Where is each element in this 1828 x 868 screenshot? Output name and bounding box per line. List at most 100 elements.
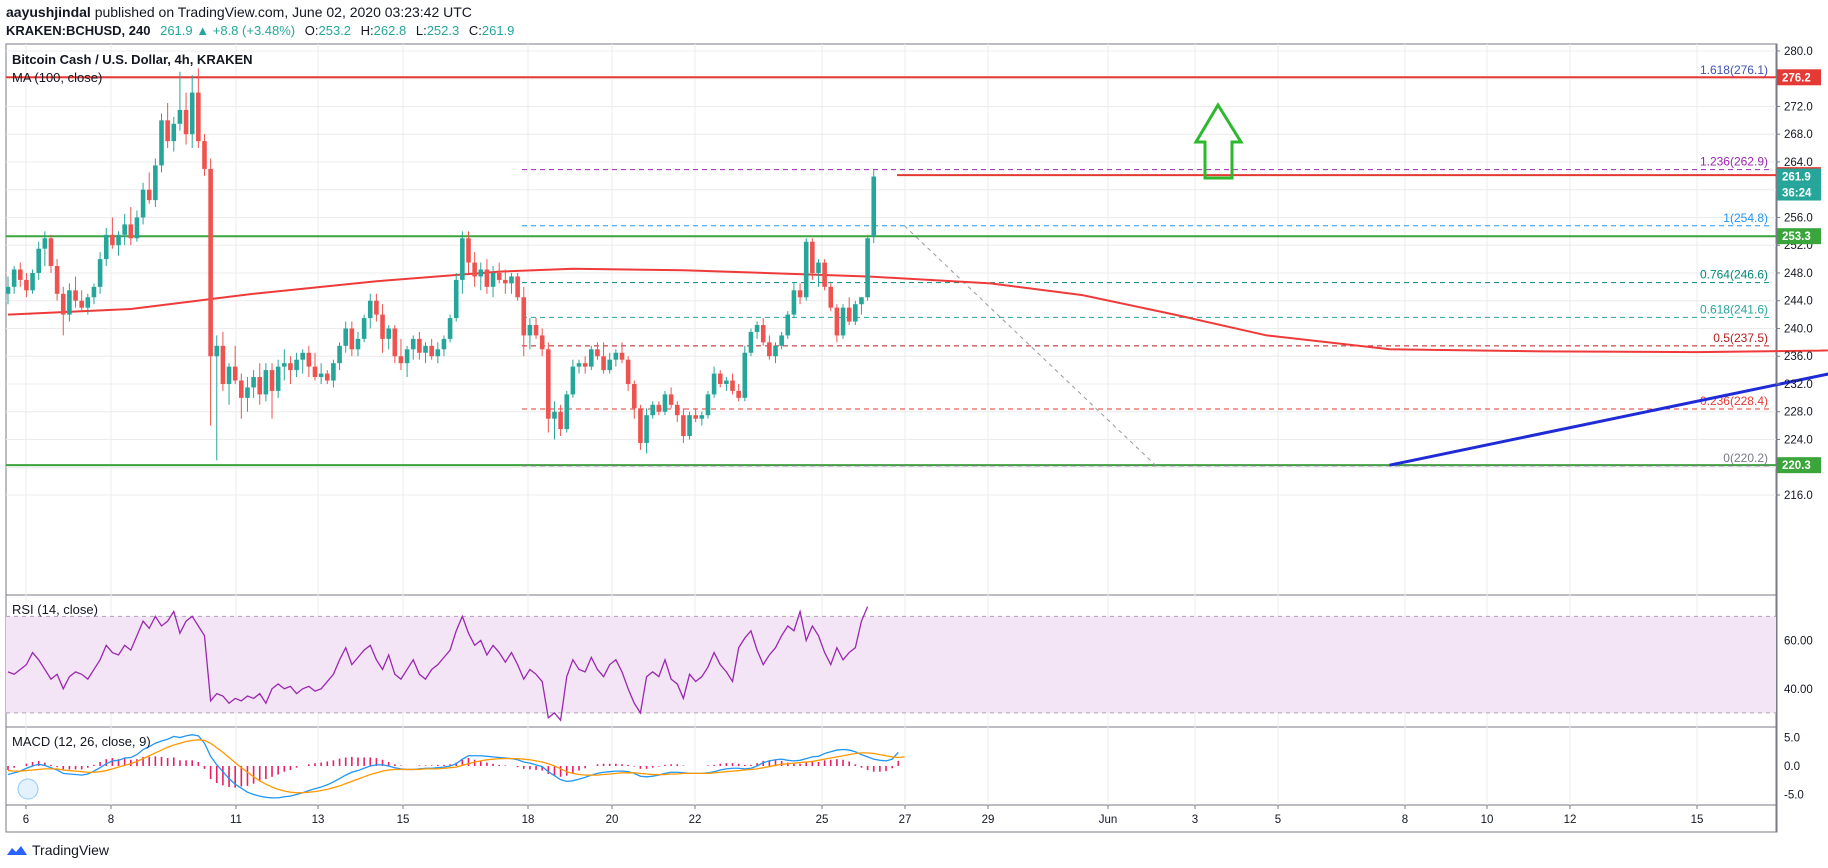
candle-body	[521, 297, 527, 336]
candle-body	[674, 404, 680, 416]
low-value: 252.3	[426, 23, 460, 38]
candle-body	[717, 373, 723, 384]
rsi-band	[6, 615, 1776, 714]
candle-body	[748, 331, 754, 353]
candle-body	[834, 307, 840, 336]
symbol-name: KRAKEN:BCHUSD, 240	[6, 23, 151, 38]
time-tick-label: 10	[1481, 814, 1494, 826]
candle-body	[810, 241, 815, 273]
tradingview-footer[interactable]: TradingView	[6, 842, 109, 858]
open-label: O:	[304, 23, 319, 38]
price-tick-label: 272.0	[1784, 101, 1813, 113]
countdown-label: 36:24	[1782, 188, 1812, 200]
tradingview-logo-icon	[7, 846, 27, 856]
time-tick-label: 25	[816, 814, 829, 826]
candle-body	[613, 352, 619, 360]
candle-body	[300, 352, 306, 360]
time-tick-label: 13	[312, 814, 325, 826]
price-axis[interactable]: 216.0220.0224.0228.0232.0236.0240.0244.0…	[1776, 46, 1813, 802]
price-tick-label: 224.0	[1784, 434, 1813, 446]
candle-body	[361, 318, 367, 339]
tag-276-bg	[1777, 69, 1821, 86]
candle-body	[196, 92, 201, 142]
candle-body	[650, 404, 655, 416]
candle-body	[275, 366, 281, 391]
candle-body	[226, 366, 232, 384]
candle-body	[631, 383, 637, 409]
candle-body	[85, 297, 91, 308]
high-value: 262.8	[373, 23, 407, 38]
close-value: 261.9	[481, 23, 515, 38]
candle-body	[466, 238, 471, 263]
candle-body	[693, 415, 698, 419]
candle-body	[785, 314, 791, 336]
fib-label-0: 1.618(276.1)	[1700, 63, 1768, 77]
time-tick-label: 27	[899, 814, 912, 826]
candle-body	[429, 345, 434, 357]
candle-body	[11, 269, 17, 287]
candle-body	[447, 318, 453, 339]
time-axis[interactable]: 6 8 11 13 15 18 20 22 25 27 29 Jun 3 5 8 10 12 15	[23, 805, 1704, 826]
fibonacci-retracement[interactable]: 1.618(276.1) 1.236(262.9) 1(254.8) 0.764(24…	[522, 63, 1770, 467]
up-arrow-icon[interactable]	[1193, 102, 1244, 180]
candle-body	[153, 165, 158, 201]
candle-body	[134, 217, 140, 239]
candle-body	[724, 380, 729, 384]
candle-body	[208, 168, 213, 357]
candle-body	[779, 335, 784, 346]
candle-body	[662, 394, 668, 412]
price-change: ▲ +8.8 (+3.48%)	[196, 23, 296, 38]
candle-body	[263, 370, 269, 395]
candle-body	[589, 349, 594, 367]
candle-body	[73, 290, 78, 301]
fib-label-7: 0(220.2)	[1723, 451, 1768, 465]
candle-body	[404, 349, 410, 364]
macd-legend: MACD (12, 26, close, 9)	[12, 734, 151, 749]
candle-body	[638, 408, 643, 443]
fib-label-2: 1(254.8)	[1723, 211, 1768, 225]
candle-body	[515, 276, 520, 298]
candle-body	[331, 363, 336, 381]
candle-body	[742, 352, 748, 398]
candle-body	[146, 189, 152, 201]
horizontal-levels[interactable]	[6, 76, 1776, 467]
tag-220-bg	[1777, 457, 1821, 474]
candle-body	[840, 307, 846, 336]
candle-body	[140, 189, 146, 218]
scroll-icon	[17, 778, 39, 800]
candle-body	[472, 262, 477, 277]
candle-body	[54, 266, 60, 294]
price-tick-label: 244.0	[1784, 296, 1813, 308]
tag-last: 261.9	[1782, 172, 1811, 184]
author-name[interactable]: aayushjindal	[6, 4, 91, 20]
candle-body	[17, 269, 23, 280]
ma-100-line	[7, 267, 1828, 354]
close-label: C:	[468, 23, 482, 38]
candle-body	[859, 297, 864, 305]
candle-body	[576, 363, 582, 367]
ma-100-path	[7, 267, 1828, 354]
candle-body	[533, 325, 539, 336]
candle-body	[79, 300, 84, 308]
candle-body	[159, 120, 164, 166]
time-tick-label: 20	[606, 814, 619, 826]
candle-body	[527, 325, 533, 336]
fib-label-3: 0.764(246.6)	[1700, 268, 1768, 282]
candle-body	[392, 328, 398, 357]
signal-line	[7, 739, 905, 794]
candle-body	[128, 224, 134, 239]
candle-body	[760, 325, 766, 343]
candle-body	[30, 272, 35, 291]
fib-label-6: 0.236(228.4)	[1700, 394, 1768, 408]
candle-body	[552, 411, 557, 419]
candle-body	[306, 352, 312, 367]
time-tick-label: 15	[1691, 814, 1704, 826]
candle-body	[509, 276, 514, 284]
chart-legend-title: Bitcoin Cash / U.S. Dollar, 4h, KRAKEN	[12, 52, 253, 67]
candle-body	[767, 342, 772, 357]
candle-body	[441, 338, 447, 350]
trend-line[interactable]	[1389, 283, 1828, 467]
time-tick-label: 15	[397, 814, 410, 826]
candles	[5, 68, 877, 461]
